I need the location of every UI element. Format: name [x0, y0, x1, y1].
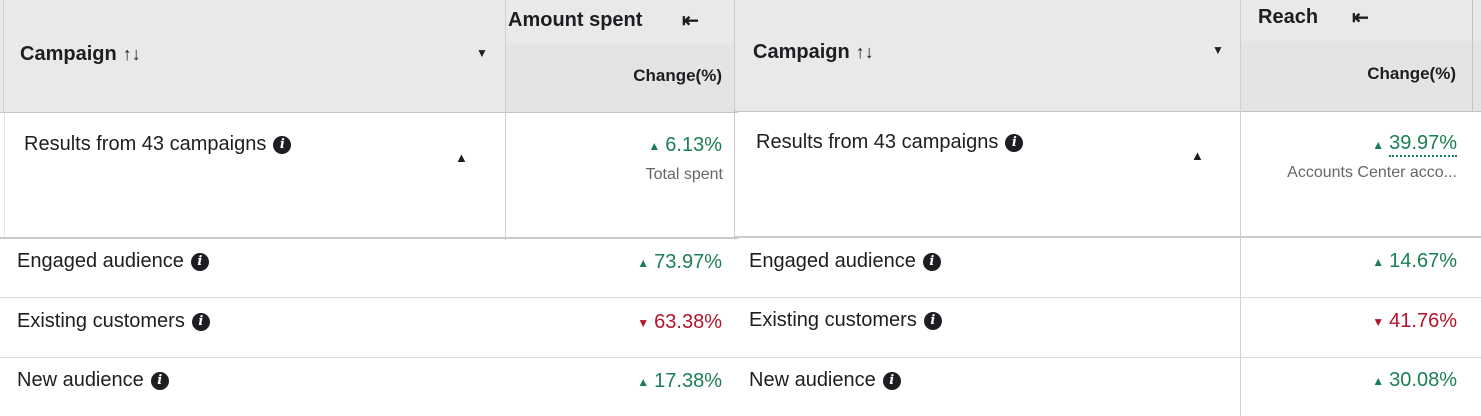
- info-icon[interactable]: i: [150, 371, 169, 390]
- table-row-value: ▲ 30.08%: [1294, 369, 1457, 392]
- summary-label: Results from 43 campaigns: [756, 131, 999, 153]
- arrow-up-icon: ▲: [1372, 373, 1385, 388]
- collapse-summary-caret-icon[interactable]: ▲: [1191, 148, 1204, 163]
- row-label-text: Engaged audience: [749, 250, 916, 272]
- table-row-label: Existing customers i: [749, 309, 942, 332]
- amount-spent-table: Campaign ↑↓ ▼ Amount spent ⇤ Change(%) Re…: [0, 0, 738, 416]
- campaign-column-header[interactable]: Campaign ↑↓: [20, 43, 141, 66]
- row-label-text: Existing customers: [749, 309, 917, 331]
- reach-table: Campaign ↑↓ ▼ Reach ⇤ Change(%) Results f…: [734, 0, 1481, 416]
- row-label-text: Existing customers: [17, 310, 185, 332]
- amount-spent-header: Amount spent: [508, 9, 642, 32]
- row-value-text: 73.97%: [654, 251, 722, 273]
- campaign-header-label: Campaign: [753, 41, 850, 63]
- info-icon[interactable]: i: [882, 371, 901, 390]
- arrow-up-icon: ▲: [1372, 254, 1385, 269]
- table-row-value: ▲ 14.67%: [1294, 250, 1457, 273]
- summary-label: Results from 43 campaigns: [24, 133, 267, 155]
- summary-row-label: Results from 43 campaigns i: [24, 133, 292, 156]
- table-row-label: New audience i: [749, 369, 901, 392]
- summary-value: 6.13%: [665, 134, 722, 156]
- info-icon[interactable]: i: [273, 135, 292, 154]
- summary-sub-label: Accounts Center acco...: [1287, 164, 1457, 181]
- summary-change-value: ▲ 6.13%: [560, 134, 722, 157]
- metric-header-cell: [505, 0, 738, 44]
- row-value-text: 30.08%: [1389, 369, 1457, 391]
- table-row-value: ▲ 73.97%: [560, 251, 722, 274]
- info-icon[interactable]: i: [190, 252, 209, 271]
- row-value-text: 17.38%: [654, 370, 722, 392]
- metric-header-label: Amount spent: [508, 9, 643, 31]
- arrow-down-icon: ▼: [637, 315, 650, 330]
- summary-sub-label: Total spent: [645, 166, 723, 183]
- arrow-up-icon: ▲: [1372, 137, 1385, 152]
- row-label-text: New audience: [17, 369, 144, 391]
- campaign-column-header[interactable]: Campaign ↑↓: [753, 41, 874, 64]
- info-icon[interactable]: i: [1005, 133, 1024, 152]
- info-icon[interactable]: i: [922, 252, 941, 271]
- change-percent-header[interactable]: Change(%): [633, 66, 722, 85]
- arrow-up-icon: ▲: [637, 255, 650, 270]
- summary-change-value[interactable]: ▲ 39.97%: [1294, 132, 1457, 157]
- summary-value[interactable]: 39.97%: [1389, 132, 1457, 157]
- change-header-cell[interactable]: [1241, 41, 1481, 112]
- row-value-text: 41.76%: [1389, 310, 1457, 332]
- table-row-label: New audience i: [17, 369, 169, 392]
- campaign-header-label: Campaign: [20, 43, 117, 65]
- row-label-text: Engaged audience: [17, 250, 184, 272]
- collapse-column-icon[interactable]: ⇤: [1352, 7, 1369, 29]
- table-row-label: Existing customers i: [17, 310, 210, 333]
- reach-header: Reach: [1258, 6, 1318, 29]
- row-value-text: 63.38%: [654, 311, 722, 333]
- sort-icon[interactable]: ↑↓: [855, 42, 874, 62]
- summary-row-label: Results from 43 campaigns i: [756, 131, 1024, 154]
- row-label-text: New audience: [749, 369, 876, 391]
- table-row-value: ▼ 63.38%: [560, 311, 722, 334]
- change-percent-header[interactable]: Change(%): [1367, 64, 1456, 83]
- info-icon[interactable]: i: [923, 311, 942, 330]
- campaign-header-cell[interactable]: [0, 0, 505, 113]
- table-row-label: Engaged audience i: [17, 250, 209, 273]
- table-row-label: Engaged audience i: [749, 250, 941, 273]
- metric-header-label: Reach: [1258, 6, 1319, 28]
- metric-header-cell: [1241, 0, 1481, 41]
- table-row-value: ▼ 41.76%: [1294, 310, 1457, 333]
- chevron-down-icon[interactable]: ▼: [1212, 43, 1224, 57]
- row-value-text: 14.67%: [1389, 250, 1457, 272]
- info-icon[interactable]: i: [191, 312, 210, 331]
- table-row-value: ▲ 17.38%: [560, 370, 722, 393]
- sort-icon[interactable]: ↑↓: [122, 44, 141, 64]
- arrow-down-icon: ▼: [1372, 314, 1385, 329]
- collapse-summary-caret-icon[interactable]: ▲: [455, 150, 468, 165]
- campaign-header-cell[interactable]: [734, 0, 1241, 112]
- arrow-up-icon: ▲: [648, 138, 661, 153]
- collapse-column-icon[interactable]: ⇤: [682, 10, 699, 32]
- arrow-up-icon: ▲: [637, 374, 650, 389]
- chevron-down-icon[interactable]: ▼: [476, 46, 488, 60]
- change-header-cell[interactable]: [505, 44, 738, 113]
